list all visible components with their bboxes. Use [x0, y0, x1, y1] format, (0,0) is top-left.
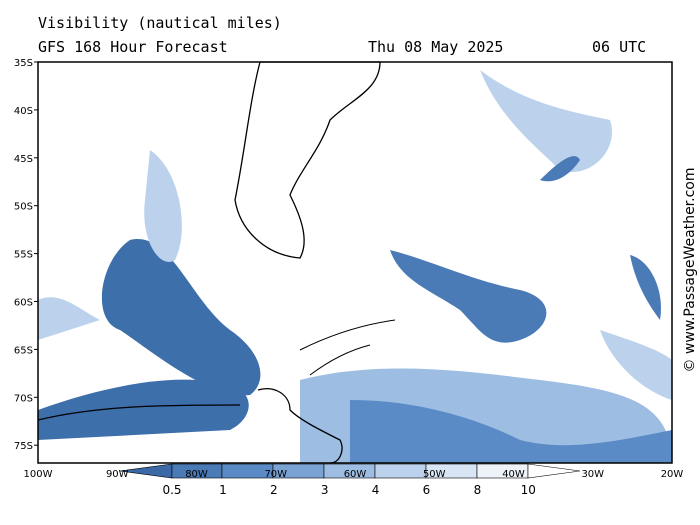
lat-label: 60S — [14, 298, 33, 309]
lon-label: 80W — [185, 469, 208, 480]
lon-label: 70W — [264, 469, 287, 480]
lat-label: 70S — [14, 393, 33, 404]
colorbar-label: 8 — [474, 483, 482, 497]
map-title: Visibility (nautical miles) — [38, 14, 282, 32]
colorbar-label: 6 — [423, 483, 431, 497]
lat-label: 50S — [14, 202, 33, 213]
lat-label: 55S — [14, 250, 33, 261]
map-field — [37, 61, 673, 464]
forecast-date: Thu 08 May 2025 — [368, 38, 503, 56]
colorbar-label: 3 — [321, 483, 329, 497]
lon-label: 60W — [344, 469, 367, 480]
map-subtitle: GFS 168 Hour Forecast — [38, 38, 228, 56]
lat-label: 35S — [14, 58, 33, 69]
colorbar — [119, 463, 581, 479]
colorbar-label: 0.5 — [162, 483, 181, 497]
forecast-time: 06 UTC — [592, 38, 646, 56]
lon-label: 30W — [581, 469, 604, 480]
credit: © www.PassageWeather.com — [682, 167, 698, 372]
lat-label: 40S — [14, 106, 33, 117]
lat-label: 75S — [14, 441, 33, 452]
lon-label: 50W — [423, 469, 446, 480]
colorbar-label: 2 — [270, 483, 278, 497]
lon-label: 90W — [106, 469, 129, 480]
lat-label: 65S — [14, 345, 33, 356]
colorbar-label: 1 — [219, 483, 227, 497]
colorbar-label: 4 — [372, 483, 380, 497]
lon-label: 20W — [661, 469, 684, 480]
lat-label: 45S — [14, 154, 33, 165]
colorbar-label: 10 — [521, 483, 536, 497]
lon-label: 100W — [24, 469, 53, 480]
lon-label: 40W — [502, 469, 525, 480]
